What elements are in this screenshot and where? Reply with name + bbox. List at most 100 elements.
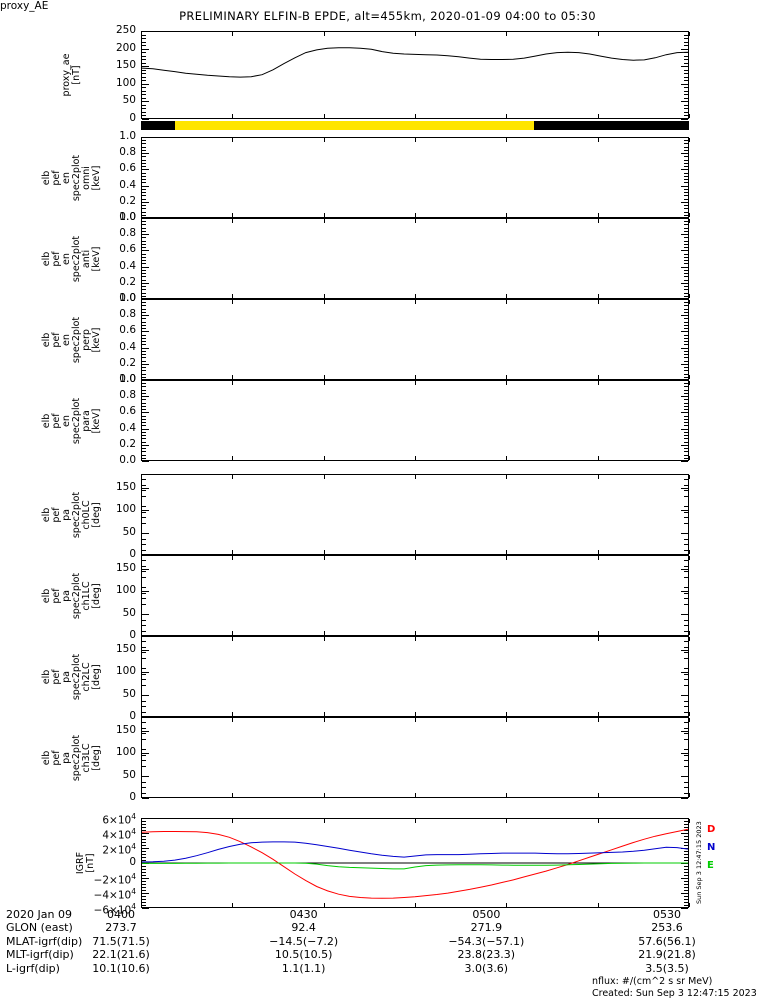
- ytick-minor-right: [684, 386, 688, 387]
- ytick-major-right: [681, 908, 688, 909]
- ytick-minor-right: [684, 205, 688, 206]
- ytick-label-igrf-2: 2×104: [102, 842, 136, 857]
- axis-title-line: [keV]: [91, 408, 102, 433]
- xtick-top: [415, 219, 416, 223]
- ytick-minor-right: [684, 571, 688, 572]
- ytick-minor: [142, 199, 146, 200]
- legend-item-N: N: [707, 842, 716, 853]
- bottom-col3-time: 0530: [653, 908, 681, 921]
- ytick-minor-right: [684, 755, 688, 756]
- ytick-minor-right: [684, 793, 688, 794]
- ytick-minor-right: [684, 302, 688, 303]
- ytick-minor-right: [684, 179, 688, 180]
- ytick-minor-right: [684, 706, 688, 707]
- bottom-col1-mlt: 10.5(10.5): [274, 948, 333, 962]
- ytick-minor: [142, 160, 146, 161]
- ytick-label-proxy-ae-4: 50: [122, 94, 136, 107]
- ytick-major: [142, 66, 149, 67]
- xtick-bottom: [232, 294, 233, 298]
- bottom-col1-glon: 92.4: [291, 921, 316, 935]
- panel-epde-pa-ch3lc: [141, 717, 689, 798]
- ytick-minor-right: [684, 94, 688, 95]
- xtick-bottom: [506, 114, 507, 118]
- ytick-minor: [142, 566, 146, 567]
- ytick-label-epde-en-anti-5: 0.0: [119, 292, 136, 304]
- ytick-minor: [142, 419, 146, 420]
- ytick-major: [142, 878, 149, 879]
- ytick-label-epde-en-para-0: 1.0: [119, 373, 136, 385]
- ytick-minor-right: [684, 328, 688, 329]
- ytick-minor: [142, 383, 146, 384]
- axis-title-line: [nT]: [71, 65, 82, 85]
- ytick-minor: [142, 166, 146, 167]
- ytick-minor-right: [684, 115, 688, 116]
- ytick-major-right: [681, 348, 688, 349]
- bottom-col3-mlat: 57.6(56.1): [638, 934, 696, 948]
- ytick-minor: [142, 593, 146, 594]
- ytick-minor: [142, 237, 146, 238]
- ytick-minor: [142, 836, 146, 837]
- ytick-minor-right: [684, 872, 688, 873]
- ytick-minor: [142, 91, 146, 92]
- ytick-minor-right: [684, 824, 688, 825]
- ytick-minor: [142, 604, 146, 605]
- ytick-major: [142, 299, 149, 300]
- ytick-major: [142, 569, 149, 570]
- xtick-bottom: [415, 631, 416, 635]
- ytick-minor: [142, 403, 146, 404]
- ytick-minor: [142, 625, 146, 626]
- ytick-minor-right: [684, 695, 688, 696]
- xtick-bottom: [141, 631, 142, 635]
- side-timestamp: Sun Sep 3 12:47:15 2023: [695, 821, 703, 904]
- ytick-minor: [142, 571, 146, 572]
- ytick-minor: [142, 390, 146, 391]
- xtick-top: [598, 300, 599, 304]
- xtick-top: [415, 637, 416, 641]
- ytick-minor: [142, 760, 146, 761]
- ytick-minor-right: [684, 105, 688, 106]
- ytick-label-epde-pa-ch3lc-0: 150: [115, 723, 136, 736]
- ytick-minor-right: [684, 166, 688, 167]
- ytick-major: [142, 412, 149, 413]
- xtick-bottom: [324, 114, 325, 118]
- xtick-bottom: [232, 712, 233, 716]
- xtick-top: [141, 300, 142, 304]
- ytick-minor: [142, 451, 146, 452]
- ytick-minor: [142, 208, 146, 209]
- ytick-major: [142, 202, 149, 203]
- ytick-minor-right: [684, 377, 688, 378]
- xtick-top: [141, 819, 142, 823]
- ytick-minor: [142, 679, 146, 680]
- ytick-minor: [142, 367, 146, 368]
- ytick-minor-right: [684, 860, 688, 861]
- ytick-minor: [142, 448, 146, 449]
- ytick-major-right: [681, 66, 688, 67]
- ytick-major-right: [681, 650, 688, 651]
- ytick-label-epde-pa-ch2lc-3: 0: [129, 710, 136, 722]
- ytick-minor: [142, 108, 146, 109]
- ytick-major: [142, 137, 149, 138]
- ytick-minor-right: [684, 195, 688, 196]
- ytick-minor: [142, 112, 146, 113]
- ytick-major: [142, 591, 149, 592]
- xtick-bottom: [232, 631, 233, 635]
- ytick-minor: [142, 860, 146, 861]
- ytick-label-epde-en-omni-5: 0.0: [119, 211, 136, 223]
- xtick-bottom: [141, 375, 142, 379]
- ytick-minor-right: [684, 147, 688, 148]
- xtick-bottom: [232, 456, 233, 460]
- xtick-bottom: [598, 114, 599, 118]
- science-zone-bar: [141, 121, 689, 130]
- ytick-minor-right: [684, 899, 688, 900]
- bottom-col3-glon: 253.6: [651, 921, 683, 935]
- ytick-major-right: [681, 84, 688, 85]
- ytick-minor-right: [684, 905, 688, 906]
- series-D: [142, 828, 688, 899]
- xtick-bottom: [598, 456, 599, 460]
- ytick-minor-right: [684, 212, 688, 213]
- ytick-label-igrf-3: 0: [129, 856, 136, 868]
- ytick-label-epde-pa-ch1lc-3: 0: [129, 629, 136, 641]
- xtick-top: [598, 381, 599, 385]
- ytick-minor: [142, 80, 146, 81]
- panel-epde-en-para: [141, 380, 689, 461]
